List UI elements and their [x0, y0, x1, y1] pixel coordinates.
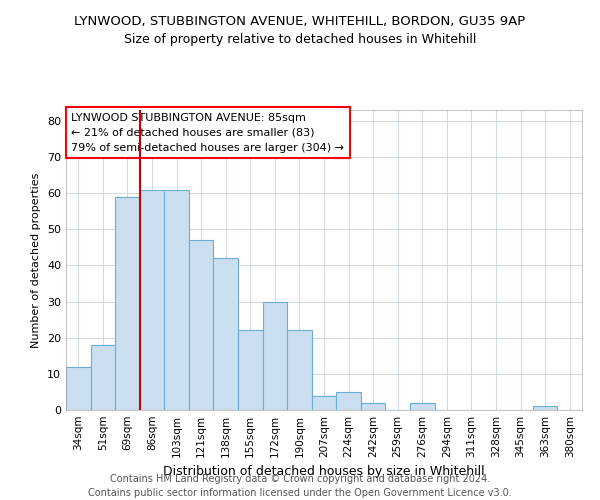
- Bar: [361, 403, 385, 410]
- Bar: [214, 258, 238, 410]
- Bar: [189, 240, 214, 410]
- Text: LYNWOOD, STUBBINGTON AVENUE, WHITEHILL, BORDON, GU35 9AP: LYNWOOD, STUBBINGTON AVENUE, WHITEHILL, …: [74, 15, 526, 28]
- Bar: [336, 392, 361, 410]
- Text: Contains HM Land Registry data © Crown copyright and database right 2024.
Contai: Contains HM Land Registry data © Crown c…: [88, 474, 512, 498]
- Bar: [533, 406, 557, 410]
- Bar: [238, 330, 263, 410]
- Bar: [164, 190, 189, 410]
- Text: LYNWOOD STUBBINGTON AVENUE: 85sqm
← 21% of detached houses are smaller (83)
79% : LYNWOOD STUBBINGTON AVENUE: 85sqm ← 21% …: [71, 113, 344, 152]
- Bar: [66, 366, 91, 410]
- Bar: [312, 396, 336, 410]
- Bar: [91, 345, 115, 410]
- Bar: [263, 302, 287, 410]
- Text: Size of property relative to detached houses in Whitehill: Size of property relative to detached ho…: [124, 32, 476, 46]
- Bar: [287, 330, 312, 410]
- Y-axis label: Number of detached properties: Number of detached properties: [31, 172, 41, 348]
- Bar: [115, 196, 140, 410]
- Bar: [410, 403, 434, 410]
- X-axis label: Distribution of detached houses by size in Whitehill: Distribution of detached houses by size …: [163, 466, 485, 478]
- Bar: [140, 190, 164, 410]
